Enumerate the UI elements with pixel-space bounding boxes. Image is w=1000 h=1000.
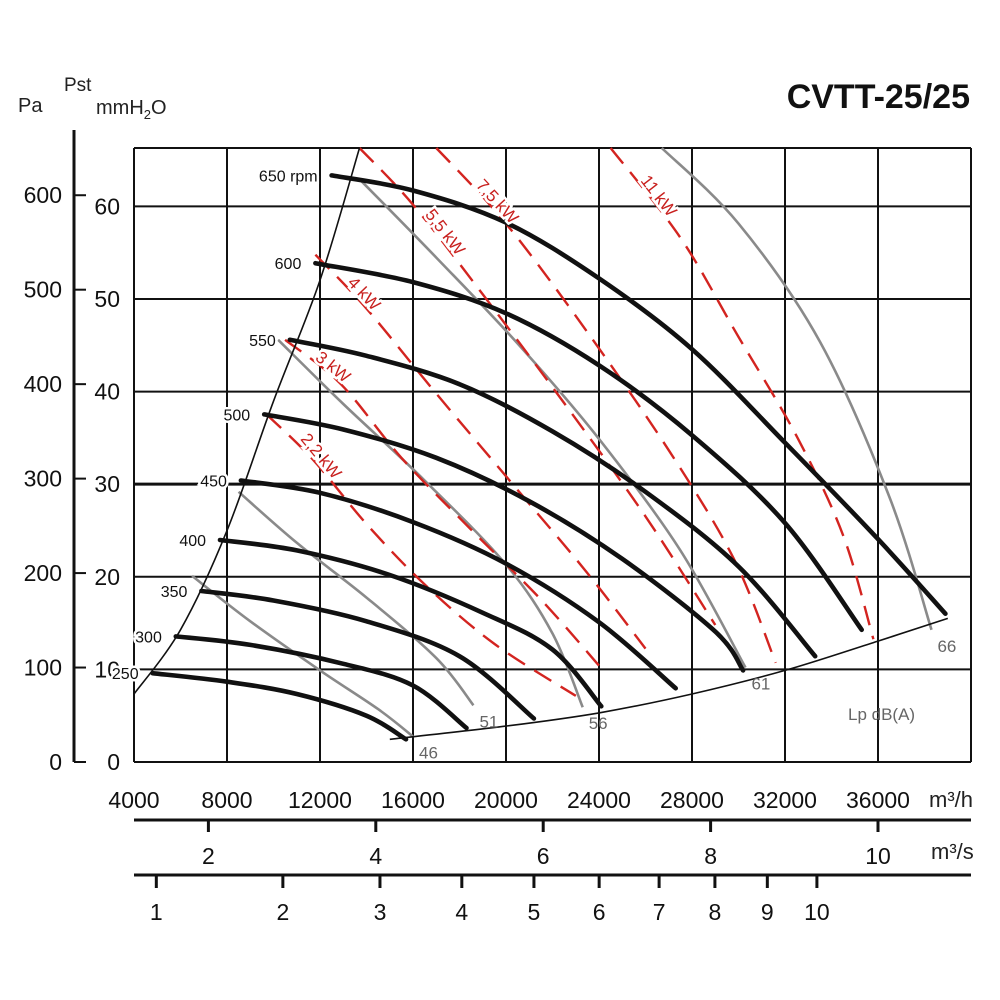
chart-title: CVTT-25/25 xyxy=(787,78,970,116)
bottom-tick-label: 10 xyxy=(804,899,830,925)
power-line xyxy=(358,147,717,626)
rpm-label: 400 xyxy=(179,533,206,550)
noise-label: 51 xyxy=(479,712,498,731)
boundary-bottom xyxy=(389,617,949,741)
noise-line-61 xyxy=(358,178,747,669)
pa-tick-label: 0 xyxy=(49,749,62,775)
rpm-label: 600 xyxy=(275,256,302,273)
m3h-tick-label: 24000 xyxy=(567,787,631,813)
power-label: 4 kW xyxy=(344,273,384,314)
rpm-label: 650 rpm xyxy=(259,168,318,185)
m3h-tick-label: 8000 xyxy=(201,787,252,813)
bottom-tick-label: 8 xyxy=(709,899,722,925)
bottom-tick-label: 1 xyxy=(150,899,163,925)
noise-line-46 xyxy=(191,574,414,738)
pa-tick-label: 300 xyxy=(24,466,62,492)
power-line xyxy=(265,413,577,697)
m3h-tick-label: 12000 xyxy=(288,787,352,813)
power-line xyxy=(609,147,875,640)
pa-tick-label: 400 xyxy=(24,371,62,397)
boundary-left xyxy=(133,147,361,695)
m3s-tick-label: 4 xyxy=(369,843,382,869)
rpm-curve xyxy=(217,537,604,709)
unit-pst: Pst xyxy=(64,75,92,96)
rpm-curve xyxy=(173,634,469,731)
rpm-label: 450 xyxy=(200,474,227,491)
pa-tick-label: 500 xyxy=(24,277,62,303)
rpm-curve xyxy=(261,412,746,673)
labels: 0 100 200 300 400 500 600 0 10 20 30 40 50 60 4000 8000… xyxy=(24,166,957,925)
mm-tick-label: 20 xyxy=(94,564,120,590)
rpm-curve xyxy=(287,337,818,659)
mm-tick-label: 10 xyxy=(94,656,120,682)
mm-tick-label: 50 xyxy=(94,286,120,312)
mm-tick-label: 0 xyxy=(107,749,120,775)
rpm-curve xyxy=(329,173,948,616)
bottom-tick-label: 3 xyxy=(374,899,387,925)
rpm-label: 250 xyxy=(112,666,139,683)
rpm-label: 300 xyxy=(135,629,162,646)
rpm-curve xyxy=(150,670,409,742)
unit-m3s: m³/s xyxy=(931,839,974,864)
m3h-tick-label: 32000 xyxy=(753,787,817,813)
power-line xyxy=(314,253,647,650)
noise-label: 56 xyxy=(589,714,608,733)
unit-pa: Pa xyxy=(18,95,43,117)
m3h-tick-label: 20000 xyxy=(474,787,538,813)
noise-label: 66 xyxy=(937,637,956,656)
power-label: 11 kW xyxy=(637,172,681,221)
rpm-label: 550 xyxy=(249,333,276,350)
bottom-tick-label: 9 xyxy=(761,899,774,925)
rpm-curve xyxy=(313,260,864,633)
noise-label: 61 xyxy=(751,675,770,694)
m3s-tick-label: 6 xyxy=(537,843,550,869)
m3h-tick-label: 16000 xyxy=(381,787,445,813)
noise-line-56 xyxy=(277,338,584,708)
m3h-tick-label: 36000 xyxy=(846,787,910,813)
noise-label: 46 xyxy=(419,743,438,762)
m3s-tick-label: 8 xyxy=(704,843,717,869)
m3s-tick-label: 10 xyxy=(865,843,891,869)
bottom-tick-label: 6 xyxy=(593,899,606,925)
rpm-label: 500 xyxy=(223,407,250,424)
mm-tick-label: 30 xyxy=(94,471,120,497)
noise-line-51 xyxy=(237,490,475,707)
bottom-tick-label: 4 xyxy=(455,899,468,925)
power-line xyxy=(284,338,600,667)
pa-tick-label: 100 xyxy=(24,655,62,681)
unit-mmh2o: mmH2O xyxy=(96,97,167,122)
noise-line-66 xyxy=(660,147,933,631)
noise-unit-label: Lp dB(A) xyxy=(848,705,915,724)
curves xyxy=(133,147,949,742)
power-line xyxy=(435,147,777,664)
mm-tick-label: 60 xyxy=(94,193,120,219)
rpm-curve xyxy=(238,478,678,691)
bottom-tick-label: 2 xyxy=(276,899,289,925)
pa-tick-label: 600 xyxy=(24,182,62,208)
unit-m3h: m³/h xyxy=(929,787,973,812)
m3s-tick-label: 2 xyxy=(202,843,215,869)
m3h-tick-label: 4000 xyxy=(108,787,159,813)
mm-tick-label: 40 xyxy=(94,379,120,405)
m3h-tick-label: 28000 xyxy=(660,787,724,813)
rpm-curve xyxy=(199,588,537,721)
bottom-tick-label: 7 xyxy=(653,899,666,925)
power-label: 2,2 kW xyxy=(297,430,345,483)
pa-tick-label: 200 xyxy=(24,560,62,586)
grid xyxy=(72,130,972,888)
rpm-label: 350 xyxy=(161,584,188,601)
bottom-tick-label: 5 xyxy=(528,899,541,925)
